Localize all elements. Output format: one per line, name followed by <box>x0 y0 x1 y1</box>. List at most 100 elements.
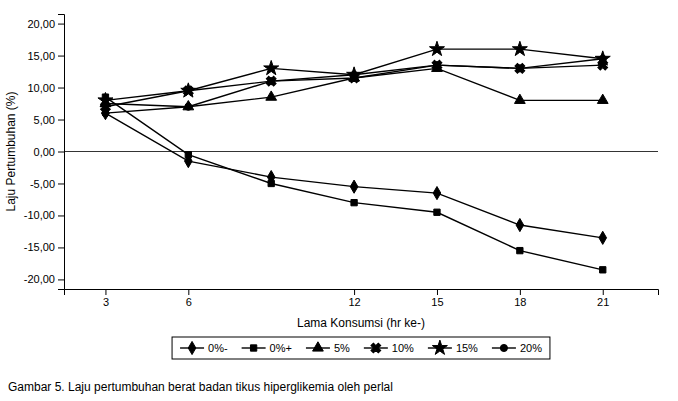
legend-marker <box>500 344 507 351</box>
x-tick-mark <box>105 289 106 295</box>
series-marker <box>516 65 523 72</box>
y-tick-mark <box>58 279 64 280</box>
plot-area: 3 6 12 15 18 21 -20,00 -15,00 -10,00 -5,00 0,00 5,0… <box>24 15 659 331</box>
x-tick-mark <box>437 289 438 295</box>
y-tick-mark <box>58 120 64 121</box>
series-marker <box>600 267 606 273</box>
series-marker <box>181 83 196 97</box>
y-tick: 5,00 <box>34 114 64 126</box>
zero-line <box>64 151 658 152</box>
legend-item: 5% <box>306 342 350 354</box>
series-marker <box>183 101 194 110</box>
legend-marker <box>313 342 324 351</box>
series-marker <box>102 110 109 117</box>
legend-label: 15% <box>456 342 478 354</box>
x-tick-label: 21 <box>597 296 609 308</box>
x-tick: 6 <box>186 289 192 308</box>
legend: 0%- 0%+ 5% 10% 15% 20% <box>172 337 550 359</box>
series-group <box>98 41 610 273</box>
series-line <box>105 65 602 107</box>
series-marker <box>98 92 113 106</box>
series <box>102 94 606 273</box>
y-tick: -5,00 <box>30 177 64 189</box>
y-tick-label: 10,00 <box>27 82 55 94</box>
x-tick-mark <box>520 289 521 295</box>
x-tick: 18 <box>514 289 526 308</box>
x-tick-mark <box>354 289 355 295</box>
series-marker <box>433 62 440 69</box>
series-marker <box>599 55 606 62</box>
series-marker <box>185 103 192 110</box>
chart-svg: 3 6 12 15 18 21 -20,00 -15,00 -10,00 -5,00 0,00 5,0… <box>0 0 678 401</box>
y-tick-mark <box>58 56 64 57</box>
y-tick: -10,00 <box>24 209 64 221</box>
series <box>102 55 606 116</box>
caption: Gambar 5. Laju pertumbuhan berat badan t… <box>8 380 393 394</box>
series-line <box>105 113 602 238</box>
y-tick-mark <box>58 152 64 153</box>
series-marker <box>350 180 358 193</box>
x-axis-line <box>65 290 659 296</box>
legend-label: 0%+ <box>270 342 292 354</box>
series-line <box>105 68 602 106</box>
legend-label: 20% <box>520 342 542 354</box>
legend-item: 20% <box>492 342 542 354</box>
y-tick-label: -20,00 <box>24 273 55 285</box>
y-axis-line <box>58 15 65 290</box>
legend-item: 15% <box>428 340 478 354</box>
y-tick-label: 0,00 <box>34 146 55 158</box>
y-tick: -20,00 <box>24 273 64 285</box>
series-marker <box>351 200 357 206</box>
series <box>98 58 610 114</box>
y-tick: 15,00 <box>27 50 64 62</box>
x-tick-label: 15 <box>431 296 443 308</box>
legend-marker <box>250 345 256 351</box>
series-marker <box>599 231 607 244</box>
x-tick-mark <box>188 289 189 295</box>
legend-item: 0%- <box>180 341 228 354</box>
x-tick: 21 <box>597 289 609 308</box>
y-tick-label: 15,00 <box>27 50 55 62</box>
legend-label: 10% <box>392 342 414 354</box>
series-marker <box>266 91 277 100</box>
y-tick: -15,00 <box>24 241 64 253</box>
legend-marker <box>369 341 384 356</box>
y-tick-label: -10,00 <box>24 209 55 221</box>
series-marker <box>185 152 191 158</box>
series-marker <box>597 94 608 103</box>
x-tick: 12 <box>348 289 360 308</box>
x-tick-mark <box>603 289 604 295</box>
legend-item: 10% <box>364 341 414 356</box>
x-tick-label: 6 <box>186 296 192 308</box>
series-line <box>105 97 602 270</box>
legend-frame <box>172 337 550 359</box>
y-tick-mark <box>58 24 64 25</box>
series-marker <box>351 71 358 78</box>
y-tick-label: -5,00 <box>30 177 55 189</box>
x-tick-label: 3 <box>103 296 109 308</box>
series-marker <box>429 41 444 55</box>
x-axis-title: Lama Konsumsi (hr ke-) <box>297 316 425 330</box>
y-axis: -20,00 -15,00 -10,00 -5,00 0,00 5,00 10,00 15,0… <box>24 15 65 290</box>
y-tick: 10,00 <box>27 82 64 94</box>
series-marker <box>516 218 524 231</box>
series-marker <box>268 78 275 85</box>
series-line <box>105 59 602 113</box>
legend-marker <box>188 341 196 354</box>
x-tick-label: 18 <box>514 296 526 308</box>
chart-container: 3 6 12 15 18 21 -20,00 -15,00 -10,00 -5,00 0,00 5,0… <box>0 0 678 401</box>
y-tick: 0,00 <box>34 146 64 158</box>
series-marker <box>595 51 610 65</box>
legend-label: 5% <box>334 342 350 354</box>
y-tick-mark <box>58 183 64 184</box>
legend-marker <box>432 340 447 354</box>
x-tick: 3 <box>103 289 109 308</box>
x-tick-label: 12 <box>348 296 360 308</box>
series-marker <box>268 180 274 186</box>
y-tick: 20,00 <box>27 18 64 30</box>
series-marker <box>512 41 527 55</box>
series-marker <box>514 94 525 103</box>
series-marker <box>433 186 441 199</box>
series <box>100 62 608 110</box>
series-line <box>105 49 602 100</box>
